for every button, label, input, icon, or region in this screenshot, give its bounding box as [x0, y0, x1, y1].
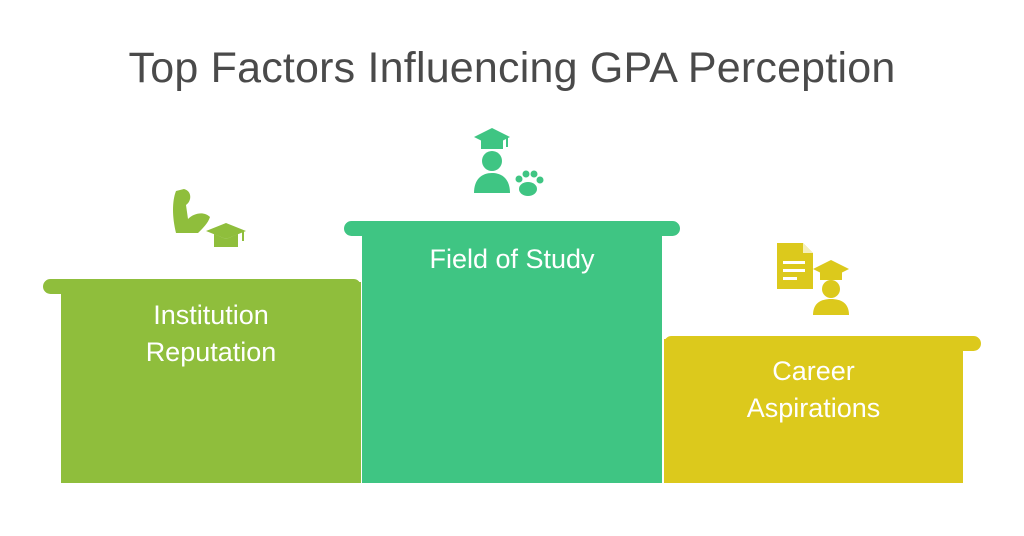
page-title: Top Factors Influencing GPA Perception — [128, 44, 896, 92]
step-label: Field of Study — [362, 241, 662, 278]
graduate-paw-icon — [474, 128, 544, 196]
step-label-line2: Reputation — [145, 337, 277, 367]
arm-graduation-cap-icon — [173, 189, 246, 247]
document-graduate-icon — [777, 243, 849, 315]
podium-body — [61, 282, 361, 483]
step-label-line1: Career — [772, 356, 855, 386]
step-label-line1: Institution — [153, 300, 269, 330]
step-label: Career Aspirations — [664, 353, 963, 427]
podium-body — [664, 339, 963, 483]
step-label-line1: Field of Study — [429, 244, 595, 274]
step-label-line2: Aspirations — [746, 393, 881, 423]
step-label: Institution Reputation — [61, 297, 361, 371]
podium-body — [362, 224, 662, 483]
